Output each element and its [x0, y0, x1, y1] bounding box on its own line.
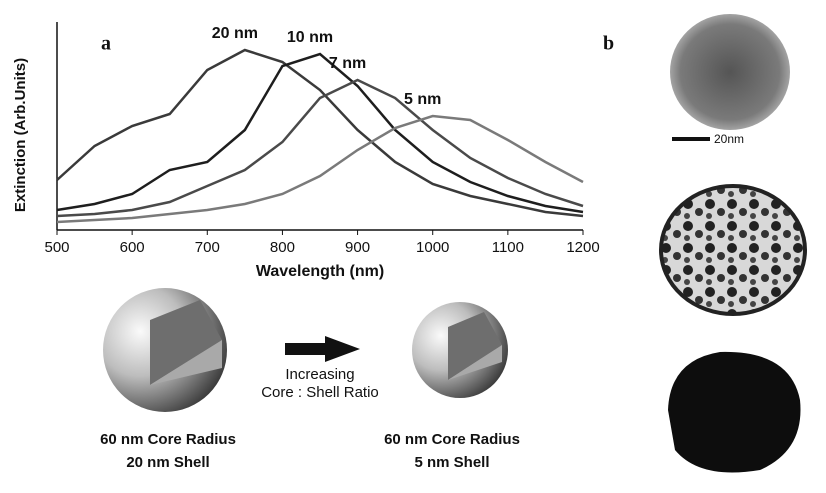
- line-series: [56, 48, 584, 218]
- arrow-text: Core : Shell Ratio: [261, 384, 379, 401]
- series-label: 10 nm: [287, 29, 333, 46]
- series-label: 5 nm: [404, 91, 441, 108]
- series-label: 20 nm: [212, 25, 258, 42]
- tem-image: [670, 14, 790, 130]
- x-tick-label: 500: [44, 239, 69, 256]
- x-tick-label: 600: [120, 239, 145, 256]
- caption: 60 nm Core Radius: [384, 431, 520, 448]
- line-series: [56, 114, 584, 224]
- x-tick-label: 1000: [416, 239, 449, 256]
- x-tick-label: 800: [270, 239, 295, 256]
- arrow: [285, 336, 360, 362]
- core-shell-sphere-small: [412, 302, 508, 398]
- panel-label: a: [101, 33, 111, 55]
- scale-bar: [672, 137, 710, 141]
- caption: 20 nm Shell: [126, 454, 209, 471]
- line-series: [56, 78, 584, 218]
- panel-label: b: [603, 33, 614, 55]
- tem-image: [668, 351, 801, 473]
- x-tick-label: 1200: [566, 239, 599, 256]
- tem-image: [659, 184, 807, 316]
- scale-bar-label: 20nm: [714, 132, 744, 146]
- caption: 60 nm Core Radius: [100, 431, 236, 448]
- x-axis-label: Wavelength (nm): [256, 263, 384, 280]
- y-axis-label: Extinction (Arb.Units): [12, 58, 29, 212]
- x-tick-label: 900: [345, 239, 370, 256]
- x-tick-label: 700: [195, 239, 220, 256]
- core-shell-sphere-large: [103, 288, 227, 412]
- caption: 5 nm Shell: [414, 454, 489, 471]
- x-tick-label: 1100: [492, 239, 524, 256]
- series-label: 7 nm: [329, 55, 366, 72]
- line-series: [56, 52, 584, 214]
- arrow-text: Increasing: [285, 366, 354, 383]
